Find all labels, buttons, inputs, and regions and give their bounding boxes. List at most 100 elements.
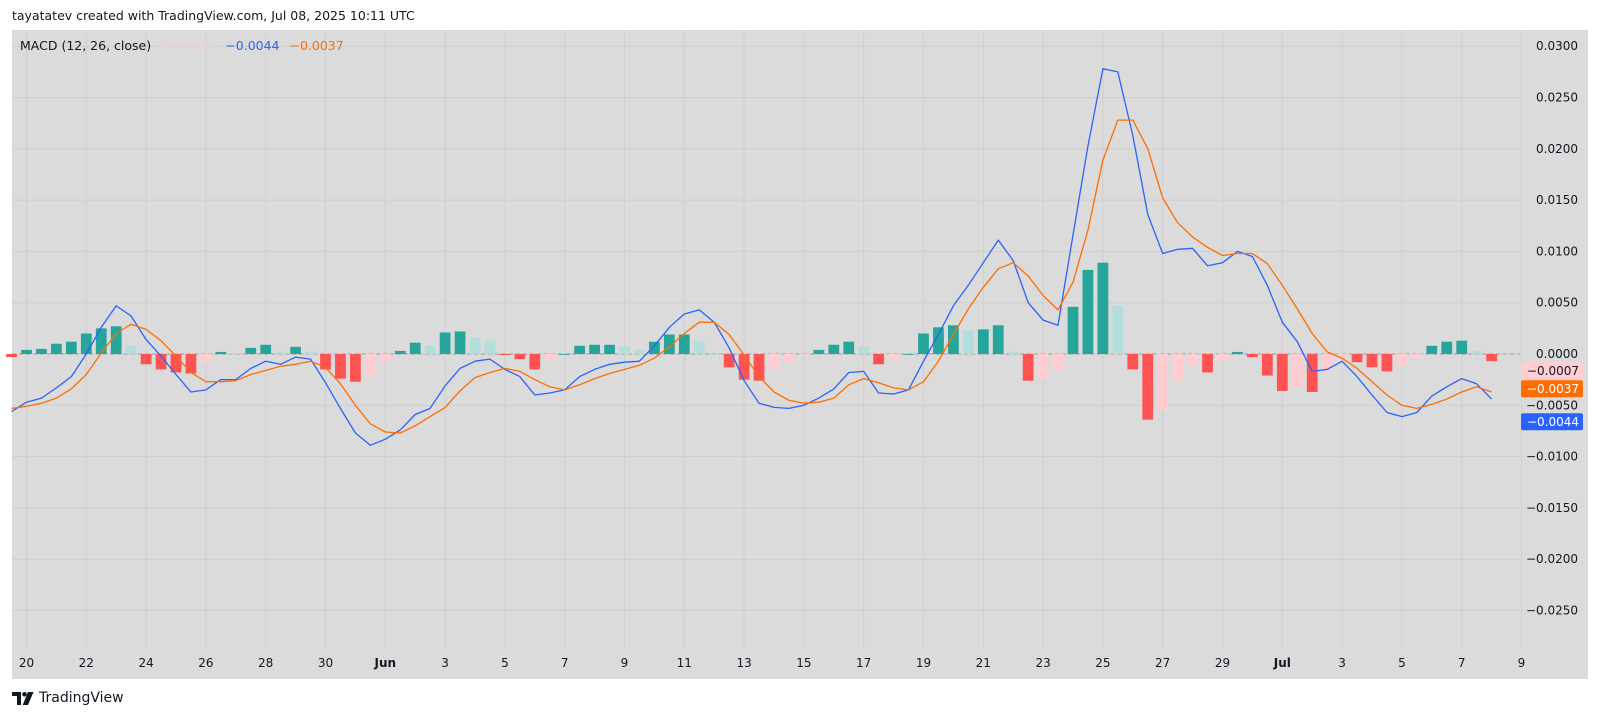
x-tick-label: Jun: [374, 656, 397, 670]
y-tick-label: 0.0050: [1536, 296, 1578, 310]
histogram-bar: [1007, 351, 1019, 354]
y-tick-label: −0.0050: [1526, 398, 1578, 412]
histogram-bar: [200, 354, 212, 363]
histogram-bar: [873, 354, 885, 365]
x-tick-label: 21: [976, 656, 991, 670]
histogram-bar: [589, 344, 600, 354]
histogram-bar: [305, 351, 316, 354]
tradingview-logo[interactable]: TradingView: [12, 690, 124, 706]
histogram-bar: [1112, 305, 1124, 354]
histogram-bar: [1172, 354, 1184, 381]
x-tick-label: 28: [258, 656, 273, 670]
histogram-bar: [6, 354, 17, 358]
histogram-bar: [1261, 354, 1273, 376]
histogram-bar: [65, 341, 77, 354]
histogram-bar: [604, 344, 615, 354]
x-tick-label: 23: [1035, 656, 1050, 670]
histogram-bar: [753, 354, 765, 381]
histogram-bar: [903, 354, 914, 355]
histogram-bar: [828, 344, 840, 354]
indicator-legend[interactable]: MACD (12, 26, close) −0.0007 −0.0044 −0.…: [20, 38, 350, 53]
histogram-bar: [1291, 354, 1303, 387]
y-tick-label: 0.0300: [1536, 39, 1578, 53]
histogram-bar: [1157, 354, 1169, 410]
y-tick-label: 0.0250: [1536, 91, 1578, 105]
x-tick-label: 24: [138, 656, 153, 670]
histogram-bar: [51, 343, 62, 354]
legend-signal-value: −0.0037: [289, 38, 344, 53]
x-tick-label: 29: [1215, 656, 1230, 670]
time-axis[interactable]: 20 22 24 26 28 30 Jun 3 5 7 9 11 13 15 17 19 21 23 25 27 29 J…: [19, 656, 1525, 670]
histogram-bar: [1187, 354, 1198, 366]
x-tick-label: 3: [1338, 656, 1346, 670]
tradingview-brand: TradingView: [39, 690, 124, 706]
legend-indicator-name[interactable]: MACD (12, 26, close): [20, 38, 152, 53]
x-tick-label: 5: [1398, 656, 1406, 670]
histogram-bar: [649, 341, 660, 354]
y-tick-label: 0.0150: [1536, 193, 1578, 207]
histogram-bar: [888, 354, 899, 361]
histogram-bar: [634, 349, 645, 354]
legend-macd-value: −0.0044: [225, 38, 280, 53]
y-tick-label: 0.0200: [1536, 142, 1578, 156]
histogram-bar: [1336, 354, 1348, 358]
histogram-bar: [185, 354, 197, 374]
histogram-bars: [6, 262, 1497, 420]
histogram-bar: [544, 354, 556, 361]
histogram-bar: [1441, 341, 1453, 354]
histogram-bar: [1351, 354, 1363, 363]
histogram-bar: [1456, 340, 1468, 354]
histogram-bar: [95, 328, 107, 354]
y-tick-label: −0.0100: [1526, 450, 1578, 464]
price-axis[interactable]: 0.0300 0.0250 0.0200 0.0150 0.0100 0.0050 0.00…: [1526, 39, 1578, 617]
histogram-bar: [723, 354, 735, 368]
histogram-bar: [1127, 354, 1139, 370]
histogram-bar: [1097, 262, 1109, 354]
histogram-bar: [215, 351, 227, 354]
legend-histogram-value: −0.0007: [161, 38, 216, 53]
histogram-bar: [529, 354, 541, 370]
histogram-bar: [1022, 354, 1034, 381]
histogram-bar: [424, 345, 436, 354]
histogram-bar: [484, 340, 496, 354]
x-tick-label: 15: [796, 656, 811, 670]
histogram-bar: [335, 354, 346, 379]
histogram-bar: [843, 341, 855, 354]
y-tick-label: −0.0250: [1526, 604, 1578, 618]
histogram-bar: [364, 354, 376, 376]
histogram-bar: [320, 354, 331, 370]
histogram-bar: [1381, 354, 1393, 372]
histogram-bar: [394, 350, 406, 354]
histogram-bar: [170, 354, 182, 373]
histogram-bar: [379, 354, 391, 362]
indicator-lines: [11, 68, 1493, 446]
chart-credit: tayatatev created with TradingView.com, …: [12, 8, 415, 23]
histogram-bar: [1232, 351, 1243, 354]
histogram-bar: [1052, 354, 1064, 370]
histogram-bar: [245, 347, 257, 354]
x-tick-label: 11: [677, 656, 692, 670]
histogram-bar: [350, 354, 361, 382]
x-tick-label: 13: [736, 656, 751, 670]
histogram-bar: [1247, 354, 1258, 358]
x-tick-label: 30: [318, 656, 333, 670]
histogram-bar: [977, 329, 989, 354]
histogram-bar: [290, 346, 301, 354]
histogram-bar: [140, 354, 152, 365]
histogram-bar: [125, 345, 137, 354]
histogram-bar: [110, 326, 122, 354]
histogram-bar: [768, 354, 780, 370]
histogram-bar: [1037, 354, 1049, 379]
x-tick-label: 9: [621, 656, 629, 670]
y-tick-label: −0.0200: [1526, 552, 1578, 566]
histogram-bar: [155, 354, 167, 370]
histogram-bar: [798, 354, 810, 357]
x-tick-label: 17: [856, 656, 871, 670]
histogram-bar: [514, 354, 526, 360]
histogram-bar: [813, 349, 825, 354]
histogram-bar: [1426, 345, 1438, 354]
histogram-bar: [260, 344, 272, 354]
histogram-bar: [469, 337, 481, 354]
histogram-bar: [1396, 354, 1408, 366]
